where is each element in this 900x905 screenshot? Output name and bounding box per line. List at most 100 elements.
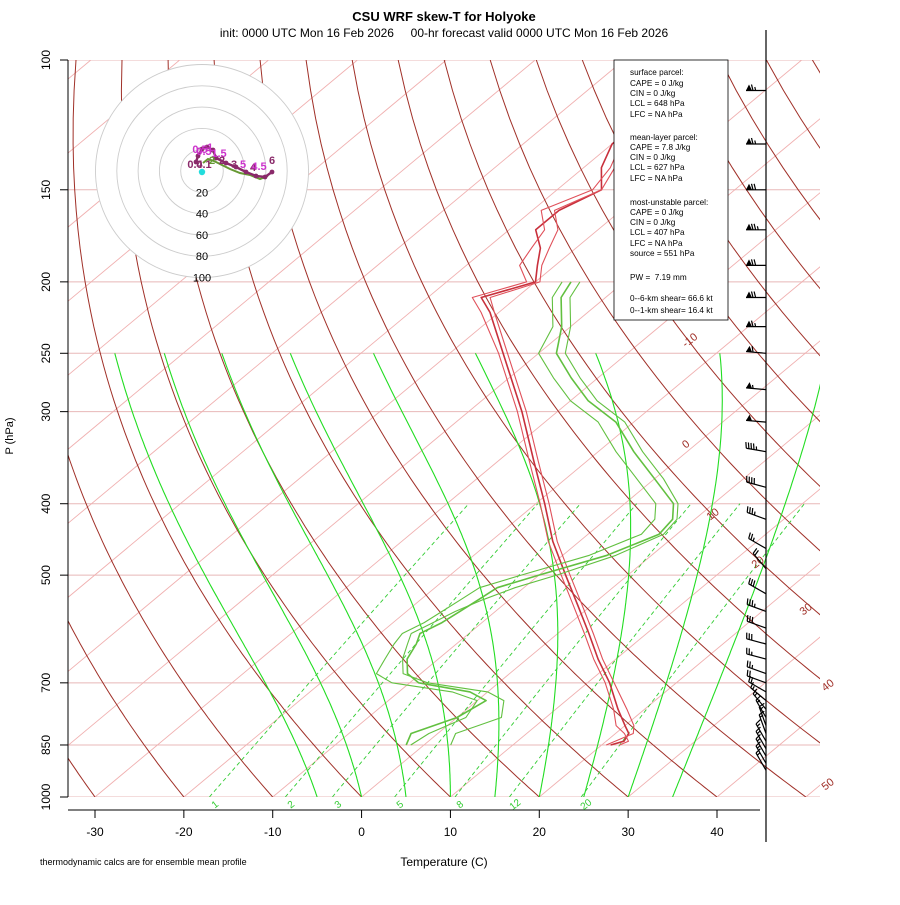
wind-barb [748,577,767,595]
hodograph-ring-label: 100 [193,273,211,285]
hodograph-point-label: 4 [250,162,257,174]
mixing-ratio-line [509,503,741,797]
isotherm-line [538,562,820,797]
y-tick-label: 250 [39,343,53,363]
hodograph-point [243,169,249,175]
wind-barb [746,660,767,675]
hodograph-point-label: 0.4 [187,159,203,171]
y-tick-label: 1000 [39,783,53,810]
stats-surface-lfc: LFC = NA hPa [630,110,683,119]
dry-adiabat [858,60,900,797]
hodograph-point-label: 1.5 [211,148,226,160]
isotherm-line [68,60,536,450]
dry-adiabat [443,60,820,616]
wind-barb [746,647,767,660]
wind-barb [748,532,767,550]
moist-adiabat [672,383,820,797]
wind-barb [746,382,767,391]
x-tick-label: 20 [533,825,547,839]
dewpoint-profile-1 [405,281,675,746]
hodograph-point-label: 0.1 [196,159,211,171]
x-tick-label: 30 [621,825,635,839]
hodograph-point [193,159,199,165]
x-tick-label: -20 [175,825,193,839]
hodograph-point-label: 1 [207,142,213,154]
y-tick-label: 400 [39,493,53,513]
y-tick-label: 300 [39,401,53,421]
y-tick-label: 100 [39,50,53,70]
isotherm-line [183,266,820,797]
isotherm-line [450,488,820,797]
stats-mixed-lfc: LFC = NA hPa [630,174,683,183]
temperature-profile-3 [489,89,704,746]
moist-adiabat [474,353,559,797]
stats-mu-lfc: LFC = NA hPa [630,239,683,248]
dry-adiabat [68,619,185,797]
wind-barb [745,442,767,453]
dry-adiabat [167,60,540,797]
hodograph-ring-label: 40 [196,209,208,221]
hodograph-point [262,174,268,180]
hodograph-point [195,153,201,159]
moist-adiabat [114,353,318,797]
dry-adiabat [259,60,718,797]
dry-adiabat [213,60,629,797]
hodograph-point-label: 0.5 [192,144,207,156]
wind-barb [755,734,767,757]
dry-adiabat [72,60,362,797]
wind-barb [746,137,766,145]
y-tick-label: 500 [39,565,53,585]
wind-barb [758,710,767,734]
hodograph-point-label: 6 [269,155,275,167]
hodograph-point [253,173,259,179]
mixing-ratio-line [332,503,581,797]
dewpoint-profile-2 [402,281,679,746]
stats-shear-1km: 0--1-km shear= 16.4 kt [630,306,713,315]
thermo-grid [68,60,900,797]
wind-barb [755,741,767,764]
stats-mu-cape: CAPE = 0 J/kg [630,208,684,217]
mixing-ratio-label: 5 [395,799,407,811]
stats-box-frame [613,59,729,321]
stats-mu-cin: CIN = 0 J/kg [630,218,676,227]
hodograph-point-label: 4.5 [251,161,266,173]
mixing-ratio-label: 8 [455,799,467,811]
isotherm-line [272,340,820,797]
hodograph-point-label: 3 [231,159,237,171]
hodograph-ring-label: 60 [196,230,208,242]
wind-barb [746,615,767,629]
stats-surface-lcl: LCL = 648 hPa [630,99,685,108]
isotherm-line [68,60,625,524]
isotherm-line [94,192,820,797]
hodograph-point [233,164,239,170]
mixing-ratio-label: 3 [333,799,345,811]
moist-adiabat [289,353,451,797]
y-tick-label: 850 [39,735,53,755]
wind-barb [746,598,767,612]
isotherm-label: 20 [750,554,767,571]
moist-adiabat [627,353,723,797]
isotherm-line [68,118,820,747]
wind-barb [755,719,767,742]
y-axis-label: P (hPa) [4,417,16,454]
dry-adiabat [719,60,820,221]
chart-subtitle: init: 0000 UTC Mon 16 Feb 2026 00-hr for… [220,26,669,40]
mixing-ratio-line [209,503,470,797]
hodograph-point [269,169,275,175]
stats-pw: PW = 7.19 mm [630,273,687,282]
dry-adiabat [305,60,807,797]
isotherm-line [68,60,714,598]
isotherm-label: 50 [820,776,837,793]
stats-shear-6km: 0--6-km shear= 66.6 kt [630,294,713,303]
wind-barb [746,291,766,299]
y-tick-label: 150 [39,179,53,199]
hodograph-origin-point [198,168,206,176]
wind-barb [746,506,767,520]
hodograph-point-label: 2 [209,155,215,167]
dry-adiabat [581,60,820,423]
